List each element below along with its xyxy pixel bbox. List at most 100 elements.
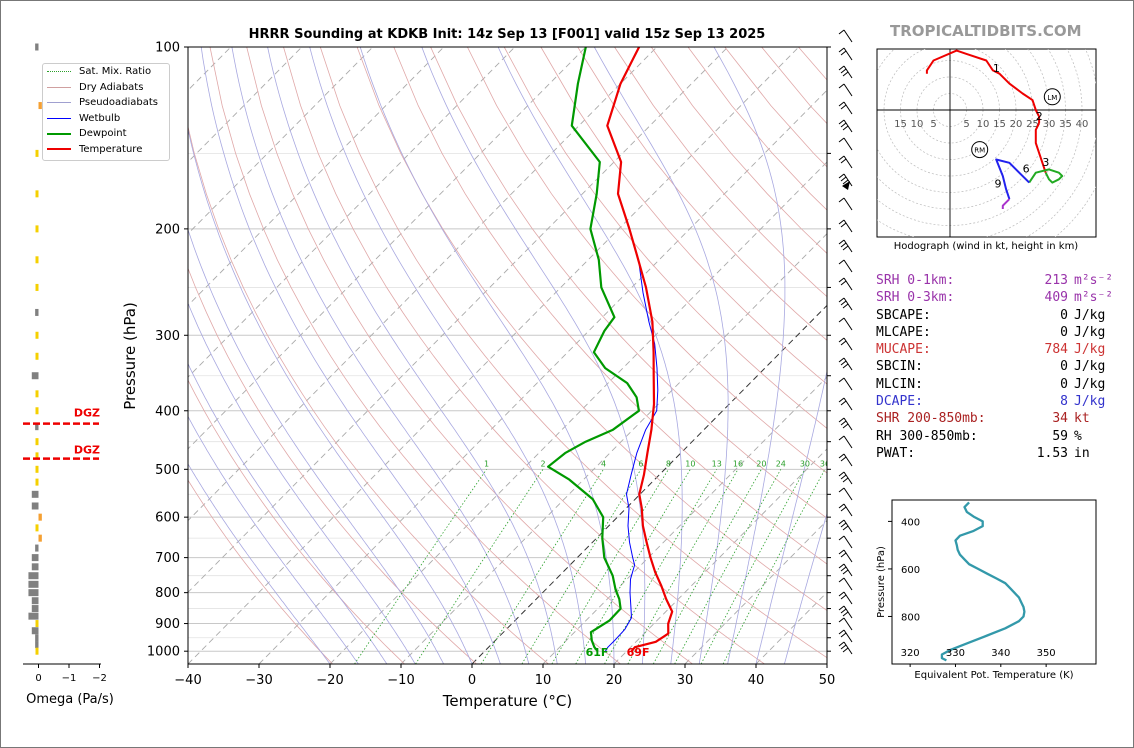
hodograph-caption: Hodograph (wind in kt, height in km) bbox=[893, 241, 1079, 252]
storm-motion-label: RM bbox=[974, 147, 985, 155]
param-label: SRH 0-1km: bbox=[876, 273, 955, 288]
x-axis-label: Temperature (°C) bbox=[442, 692, 572, 710]
omega-bar bbox=[35, 390, 39, 398]
wind-barb-flag bbox=[840, 420, 847, 426]
theta-e-line bbox=[940, 501, 1026, 662]
legend-label: Wetbulb bbox=[79, 112, 121, 124]
pseudoadiabat-line bbox=[188, 463, 331, 664]
legend-swatch bbox=[47, 71, 71, 73]
mixing-ratio-label: 20 bbox=[756, 459, 766, 468]
wind-barb-flag bbox=[838, 549, 845, 555]
pseudoadiabat-line bbox=[713, 47, 786, 664]
omega-bar bbox=[35, 43, 39, 51]
wind-barb-staff bbox=[843, 617, 853, 631]
hodograph-ring-label: 25 bbox=[1026, 119, 1039, 130]
isotherm-line bbox=[188, 47, 303, 163]
wind-barb-staff bbox=[843, 549, 853, 563]
wind-barb bbox=[838, 65, 853, 79]
legend-swatch bbox=[47, 148, 71, 151]
wind-barb-flag bbox=[838, 629, 845, 635]
isotherm-line bbox=[188, 47, 729, 593]
mixing-ratio-line bbox=[722, 469, 826, 664]
mixing-ratio-label: 24 bbox=[776, 459, 786, 468]
hodograph-ring-label: 5 bbox=[930, 119, 936, 130]
wind-barb bbox=[838, 259, 853, 273]
param-label: DCAPE: bbox=[876, 394, 923, 410]
wind-barb-flag bbox=[840, 594, 847, 600]
wind-barb-staff bbox=[843, 591, 853, 605]
wind-barb-flag bbox=[838, 591, 845, 597]
theta-e-y-tick-label: 800 bbox=[901, 612, 920, 623]
wind-barb-flag bbox=[838, 259, 845, 265]
isotherm-line bbox=[613, 448, 827, 664]
mixing-ratio-line bbox=[700, 469, 806, 664]
param-value: 409 bbox=[1044, 290, 1068, 306]
omega-bar bbox=[28, 580, 39, 588]
param-label: MLCAPE: bbox=[876, 324, 931, 340]
wind-barb-flag bbox=[838, 65, 845, 71]
wind-barb-staff bbox=[843, 29, 853, 43]
omega-x-tick-label: −2 bbox=[92, 673, 107, 684]
legend-entry: Pseudoadiabats bbox=[43, 95, 169, 111]
wind-barb-flag bbox=[838, 357, 845, 363]
mixing-ratio-line bbox=[354, 469, 487, 664]
param-row: SRH 0-3km: 409 m²s⁻² bbox=[876, 289, 1113, 306]
pseudoadiabat-line bbox=[188, 302, 416, 664]
wind-barb-flag bbox=[838, 577, 845, 583]
param-value: 59 bbox=[1052, 428, 1068, 444]
wind-barb-staff bbox=[843, 503, 853, 517]
y-tick-label: 700 bbox=[155, 551, 180, 566]
theta-e-plot-area bbox=[940, 501, 1026, 662]
wind-barb-flag bbox=[838, 641, 845, 647]
x-tick-label: 0 bbox=[468, 673, 476, 688]
pseudoadiabat-line bbox=[188, 415, 359, 664]
omega-bar bbox=[31, 554, 39, 562]
omega-bar bbox=[35, 620, 39, 628]
wind-barb bbox=[838, 641, 853, 655]
param-label: MLCIN: bbox=[876, 376, 923, 392]
wind-barb bbox=[838, 101, 853, 115]
param-row: RH 300-850mb: 59% bbox=[876, 428, 1113, 445]
profile-wetbulb bbox=[604, 265, 659, 652]
wind-barb-flag bbox=[842, 245, 849, 251]
wind-barb-flag bbox=[838, 277, 845, 283]
isotherm-line bbox=[188, 47, 445, 307]
wind-barb-flag bbox=[840, 632, 847, 638]
wind-barb-flag bbox=[838, 83, 845, 89]
wind-barb bbox=[838, 577, 853, 591]
wind-barb bbox=[838, 239, 853, 253]
mixing-ratio-label: 2 bbox=[540, 459, 545, 468]
wind-barb-staff bbox=[843, 629, 853, 643]
wind-barbs bbox=[838, 29, 853, 655]
omega-bar bbox=[35, 225, 39, 233]
legend-swatch bbox=[47, 86, 71, 88]
wind-barb-flag bbox=[840, 176, 847, 182]
wind-barb-pennant bbox=[842, 181, 850, 190]
wind-barb-flag bbox=[842, 303, 849, 309]
omega-bar bbox=[35, 478, 39, 486]
wind-barb-staff bbox=[843, 377, 853, 391]
y-tick-label: 1000 bbox=[147, 645, 180, 660]
x-tick-label: −20 bbox=[316, 673, 343, 688]
wind-barb-flag bbox=[840, 340, 847, 346]
theta-e-y-tick-label: 400 bbox=[901, 517, 920, 528]
theta-e-x-axis-label: Equivalent Pot. Temperature (K) bbox=[914, 670, 1073, 681]
wind-barb-flag bbox=[838, 377, 845, 383]
param-label: RH 300-850mb: bbox=[876, 428, 978, 444]
isotherm-line bbox=[188, 47, 658, 522]
wind-barb bbox=[838, 549, 853, 563]
wind-barb-flag bbox=[838, 101, 845, 107]
wind-barb bbox=[838, 617, 853, 631]
wind-barb bbox=[838, 317, 853, 331]
wind-barb-flag bbox=[840, 566, 847, 572]
param-value: 0 bbox=[1060, 307, 1068, 323]
wind-barb-flag bbox=[840, 122, 847, 128]
wind-barb-flag bbox=[838, 435, 845, 441]
omega-bar bbox=[31, 605, 39, 613]
dry-adiabat-line bbox=[540, 47, 827, 385]
param-label: SRH 0-3km: bbox=[876, 290, 955, 306]
wind-barb-flag bbox=[838, 487, 845, 493]
hodograph-segment bbox=[995, 158, 1030, 200]
hodograph-height-label: 1 bbox=[993, 62, 1000, 75]
wind-barb-flag bbox=[840, 50, 847, 56]
